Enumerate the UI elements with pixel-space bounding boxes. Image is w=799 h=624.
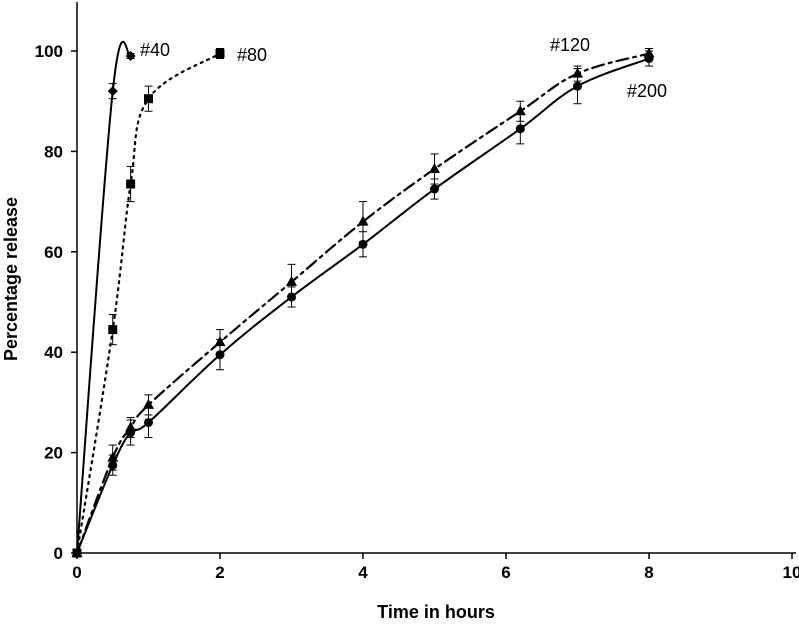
series-line bbox=[76, 57, 650, 554]
data-point bbox=[214, 336, 226, 347]
data-point bbox=[125, 51, 136, 62]
data-point bbox=[126, 428, 136, 438]
data-point bbox=[573, 81, 582, 91]
y-tick-label: 80 bbox=[44, 142, 63, 161]
data-point bbox=[144, 417, 153, 427]
data-point bbox=[515, 124, 525, 134]
data-point bbox=[357, 215, 369, 226]
data-point bbox=[107, 451, 119, 462]
y-tick-label: 40 bbox=[44, 343, 63, 362]
x-axis-title: Time in hours bbox=[377, 602, 495, 622]
x-tick-label: 6 bbox=[501, 563, 510, 582]
data-point bbox=[215, 49, 225, 59]
data-point bbox=[108, 460, 118, 470]
markers bbox=[71, 47, 655, 558]
data-point bbox=[358, 239, 368, 249]
data-point bbox=[143, 398, 154, 409]
data-point bbox=[572, 67, 583, 78]
series-label-200: #200 bbox=[627, 81, 667, 101]
x-tick-label: 10 bbox=[783, 563, 799, 582]
data-point bbox=[107, 86, 118, 97]
data-point bbox=[215, 350, 225, 360]
data-point bbox=[126, 179, 136, 189]
axes bbox=[76, 2, 796, 554]
y-tick-label: 60 bbox=[44, 243, 63, 262]
series-line bbox=[75, 52, 651, 555]
data-point bbox=[144, 94, 153, 104]
series-lines bbox=[75, 40, 651, 555]
series-label-80: #80 bbox=[237, 45, 267, 65]
series-line bbox=[76, 40, 132, 554]
series-label-120: #120 bbox=[550, 35, 590, 55]
error-bars bbox=[108, 47, 653, 476]
data-point bbox=[72, 548, 82, 558]
data-point bbox=[108, 325, 118, 335]
data-point bbox=[429, 162, 440, 173]
tick-marks bbox=[71, 50, 793, 559]
data-point bbox=[286, 275, 297, 286]
x-tick-label: 8 bbox=[644, 563, 653, 582]
y-axis-title: Percentage release bbox=[1, 197, 21, 361]
data-point bbox=[514, 105, 526, 116]
y-tick-label: 20 bbox=[44, 444, 63, 463]
x-tick-label: 0 bbox=[72, 563, 81, 582]
y-tick-label: 0 bbox=[54, 544, 63, 563]
series-line bbox=[75, 52, 222, 555]
x-tick-label: 4 bbox=[358, 563, 368, 582]
data-point bbox=[430, 184, 439, 194]
y-tick-label: 100 bbox=[35, 42, 63, 61]
series-label-40: #40 bbox=[140, 40, 170, 60]
data-point bbox=[644, 54, 654, 64]
data-point bbox=[287, 292, 296, 302]
x-tick-label: 2 bbox=[215, 563, 224, 582]
